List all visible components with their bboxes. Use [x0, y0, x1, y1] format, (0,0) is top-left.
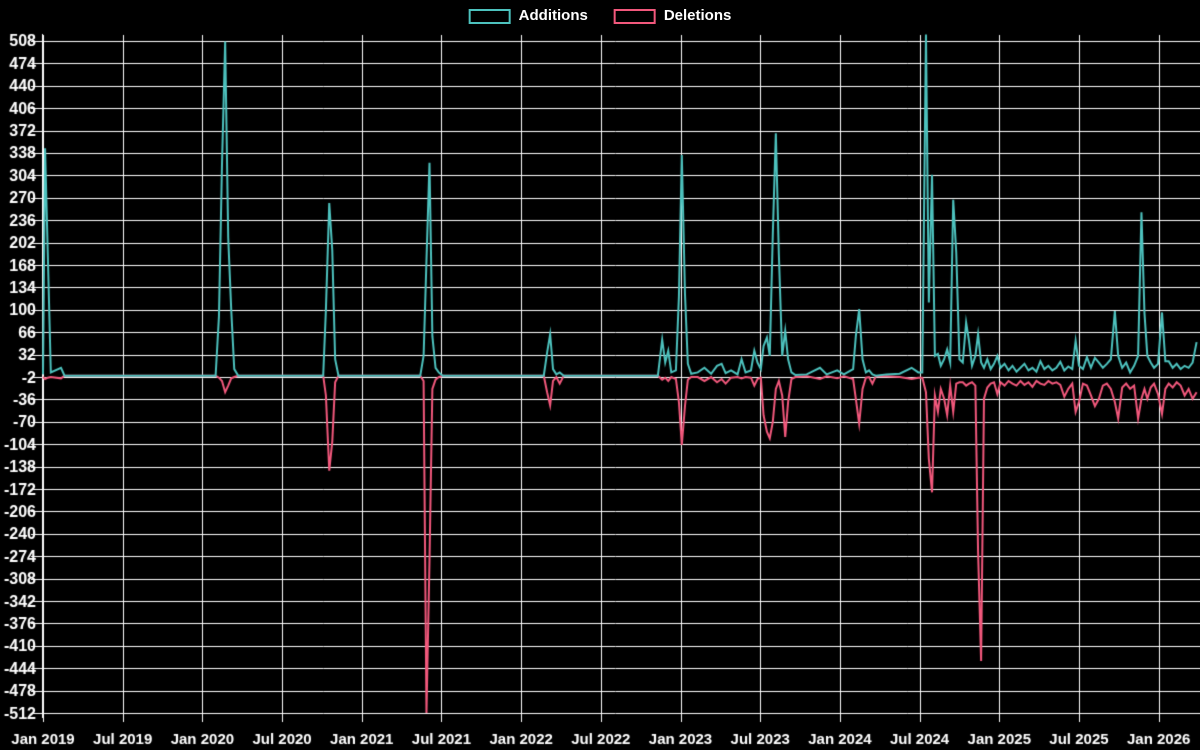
deletions-swatch-icon — [613, 8, 656, 24]
legend-label-deletions: Deletions — [663, 7, 732, 24]
legend-item-deletions[interactable]: Deletions — [613, 6, 732, 26]
additions-swatch-icon — [468, 8, 511, 24]
chart-legend: Additions Deletions — [468, 6, 732, 26]
legend-item-additions[interactable]: Additions — [468, 6, 588, 26]
legend-label-additions: Additions — [518, 7, 588, 24]
